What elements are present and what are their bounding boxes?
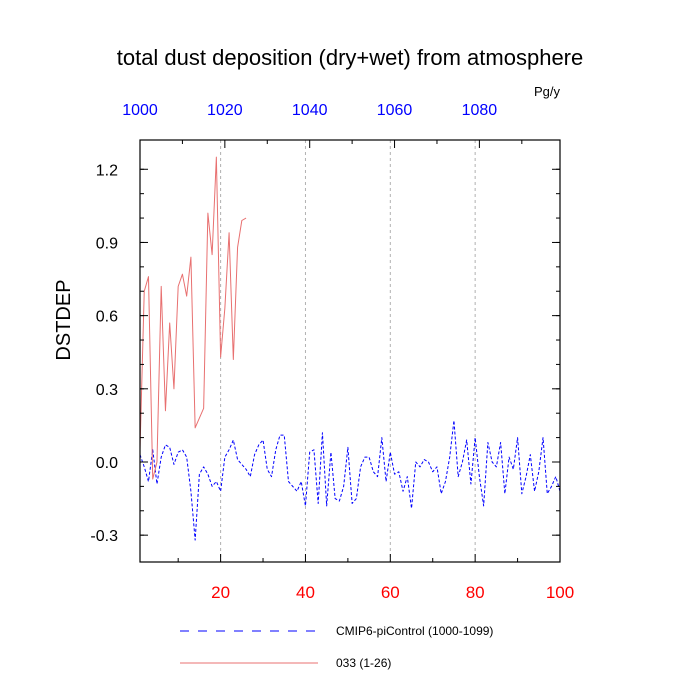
x-tick-label: 100	[546, 583, 574, 602]
x-tick-label: 80	[466, 583, 485, 602]
legend-label: 033 (1-26)	[336, 656, 391, 670]
top-x-tick-label: 1060	[377, 102, 413, 119]
top-x-tick-label: 1000	[122, 102, 158, 119]
y-tick-label: -0.3	[90, 528, 118, 545]
axes: -0.3 0.0 0.3 0.6 0.9 1.2 20 40 60 80 100 1000 1020 10…	[90, 102, 574, 602]
x-tick-label: 40	[296, 583, 315, 602]
series-line-1	[139, 156, 247, 480]
y-tick-label: 0.9	[96, 235, 118, 252]
y-tick-label: 0.6	[96, 309, 118, 326]
x-tick-label: 60	[381, 583, 400, 602]
y-tick-label: 0.0	[96, 455, 118, 472]
plot-frame	[139, 139, 561, 563]
top-x-tick-label: 1020	[207, 102, 243, 119]
legend: CMIP6-piControl (1000-1099) 033 (1-26)	[180, 624, 493, 670]
series-lines	[139, 156, 561, 541]
y-tick-label: 0.3	[96, 382, 118, 399]
top-x-tick-label: 1040	[292, 102, 328, 119]
y-axis-label: DSTDEP	[53, 279, 75, 360]
x-tick-label: 20	[211, 583, 230, 602]
units-label: Pg/y	[534, 84, 561, 99]
chart-title: total dust deposition (dry+wet) from atm…	[117, 45, 584, 70]
top-x-tick-label: 1080	[462, 102, 498, 119]
series-line-0	[139, 420, 561, 541]
legend-label: CMIP6-piControl (1000-1099)	[336, 624, 493, 638]
y-tick-label: 1.2	[96, 162, 118, 179]
